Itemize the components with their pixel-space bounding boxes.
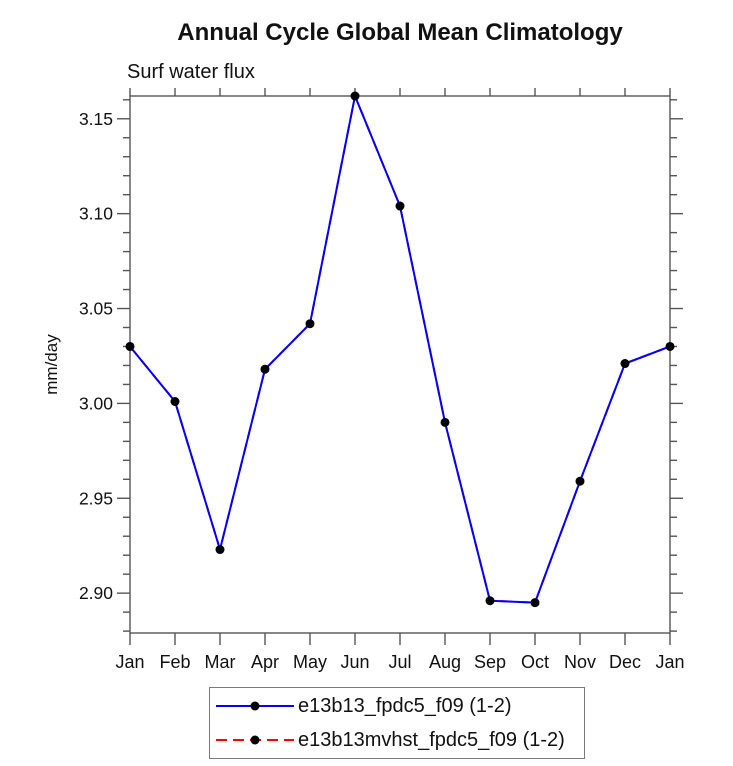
x-tick-label: Oct (521, 652, 549, 672)
y-axis-title: mm/day (42, 334, 61, 395)
x-tick-label: Mar (205, 652, 236, 672)
y-tick-label: 3.00 (79, 393, 113, 413)
data-point-marker (485, 596, 495, 606)
data-point-markers (125, 91, 675, 608)
legend-entry-series-2: e13b13mvhst_fpdc5_f09 (1-2) (210, 725, 584, 755)
data-point-marker (125, 341, 135, 351)
x-tick-label: Jun (340, 652, 369, 672)
data-point-marker (530, 598, 540, 608)
series-1-line (129, 92, 671, 604)
x-tick-label: Jan (655, 652, 684, 672)
legend-entry-label: e13b13mvhst_fpdc5_f09 (1-2) (298, 728, 565, 751)
y-tick-label: 3.15 (79, 109, 113, 129)
x-tick-label: Sep (474, 652, 506, 672)
x-tick-label: Apr (251, 652, 279, 672)
figure-subtitle: Surf water flux (127, 61, 255, 83)
data-point-marker (395, 201, 405, 211)
y-axis-title: mm/day (42, 334, 61, 395)
legend-solid-line-sample-icon (216, 701, 294, 711)
x-tick-label: Nov (564, 652, 596, 672)
climatology-line-chart: 2.90 2.95 3.00 3.05 3.10 3.15 Jan Feb Mar Apr May… (42, 88, 685, 672)
y-tick-label: 2.90 (79, 583, 113, 603)
x-tick-label: Aug (429, 652, 461, 672)
data-point-marker (620, 359, 630, 369)
data-point-marker (305, 319, 315, 329)
figure-title: Annual Cycle Global Mean Climatology (177, 19, 623, 46)
x-tick-label: Jan (115, 652, 144, 672)
plot-frame (129, 95, 671, 634)
x-tick-label: Jul (388, 652, 411, 672)
data-point-marker (260, 364, 270, 374)
data-point-marker (170, 397, 180, 407)
data-point-marker (440, 417, 450, 427)
series-2-line (129, 92, 671, 604)
legend-entry-label: e13b13_fpdc5_f09 (1-2) (298, 694, 512, 717)
x-tick-label: Feb (159, 652, 190, 672)
legend-entry-series-1: e13b13_fpdc5_f09 (1-2) (210, 691, 584, 721)
data-series (129, 92, 671, 604)
data-point-marker (575, 476, 585, 486)
x-tick-label: Dec (609, 652, 641, 672)
x-tick-label: May (293, 652, 327, 672)
y-tick-label: 3.05 (79, 299, 113, 319)
axis-ticks (117, 88, 683, 645)
data-point-marker (350, 91, 360, 101)
data-point-marker (215, 545, 225, 555)
y-tick-label: 3.10 (79, 204, 113, 224)
x-tick-labels: Jan Feb Mar Apr May Jun Jul Aug Sep Oct Nov Dec Jan (115, 652, 684, 672)
y-tick-labels: 2.90 2.95 3.00 3.05 3.10 3.15 (79, 109, 113, 603)
y-tick-label: 2.95 (79, 488, 113, 508)
legend-dashed-line-sample-icon (216, 735, 294, 745)
data-point-marker (665, 341, 675, 351)
legend-box: e13b13_fpdc5_f09 (1-2) e13b13mvhst_fpdc5… (209, 687, 585, 759)
axis-frame (129, 95, 671, 634)
